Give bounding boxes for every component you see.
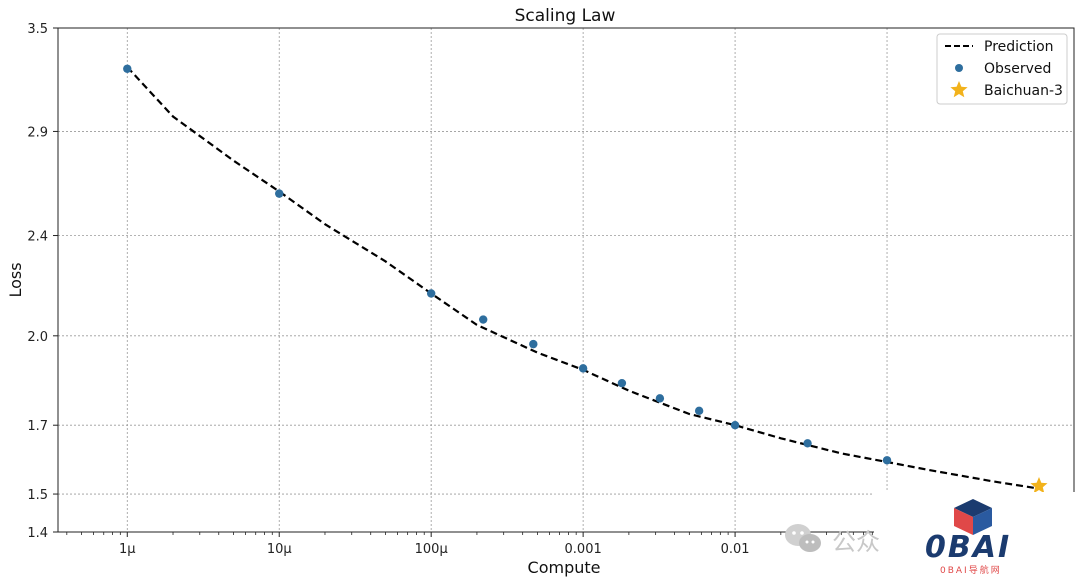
x-tick-label: 100μ bbox=[415, 542, 448, 557]
ticks-layer: 1μ10μ100μ0.0010.010.11.41.51.72.02.42.93… bbox=[27, 22, 1033, 557]
legend: Prediction Observed Baichuan-3 bbox=[936, 33, 1068, 105]
observed-point bbox=[578, 364, 588, 373]
y-tick-label: 2.0 bbox=[27, 330, 48, 345]
logo-cube-icon bbox=[954, 499, 992, 535]
baichuan-3-star bbox=[1030, 477, 1048, 494]
grid-layer bbox=[58, 27, 1074, 533]
observed-point bbox=[529, 339, 538, 349]
x-tick-label: 0.001 bbox=[565, 542, 602, 557]
observed-point bbox=[730, 421, 740, 430]
logo-text: 0BAI bbox=[925, 530, 1012, 565]
observed-point bbox=[655, 394, 665, 403]
y-tick-label: 1.5 bbox=[27, 488, 48, 503]
watermark-text: 公众 bbox=[832, 528, 880, 556]
observed-point bbox=[882, 456, 892, 465]
y-tick-label: 2.9 bbox=[27, 125, 48, 140]
legend-label-baichuan: Baichuan-3 bbox=[984, 83, 1063, 99]
observed-point bbox=[803, 439, 812, 448]
x-tick-label: 1μ bbox=[119, 542, 136, 557]
series-layer bbox=[123, 64, 1048, 494]
legend-box bbox=[936, 33, 1068, 105]
wechat-icon bbox=[785, 524, 821, 552]
y-tick-label: 3.5 bbox=[27, 22, 48, 37]
observed-point bbox=[694, 406, 704, 416]
y-axis-title: Loss bbox=[6, 262, 25, 297]
x-tick-label: 10μ bbox=[267, 542, 292, 557]
observed-point bbox=[617, 378, 627, 388]
chart-title: Scaling Law bbox=[515, 6, 616, 26]
observed-point bbox=[275, 189, 284, 198]
observed-point bbox=[479, 315, 488, 324]
observed-point bbox=[426, 289, 436, 298]
legend-star-icon bbox=[950, 81, 968, 98]
x-tick-label: 0.01 bbox=[721, 542, 750, 557]
observed-point bbox=[123, 64, 132, 73]
legend-label-prediction: Prediction bbox=[984, 39, 1054, 55]
y-tick-label: 1.7 bbox=[27, 419, 48, 434]
logo-subtitle: 0BAI导航网 bbox=[940, 566, 1002, 576]
y-tick-label: 2.4 bbox=[27, 230, 48, 245]
plot-frame bbox=[57, 27, 1075, 533]
y-tick-label: 1.4 bbox=[27, 526, 48, 541]
legend-observed-marker bbox=[955, 64, 963, 72]
legend-label-observed: Observed bbox=[984, 61, 1051, 77]
x-axis-title: Compute bbox=[528, 558, 601, 577]
